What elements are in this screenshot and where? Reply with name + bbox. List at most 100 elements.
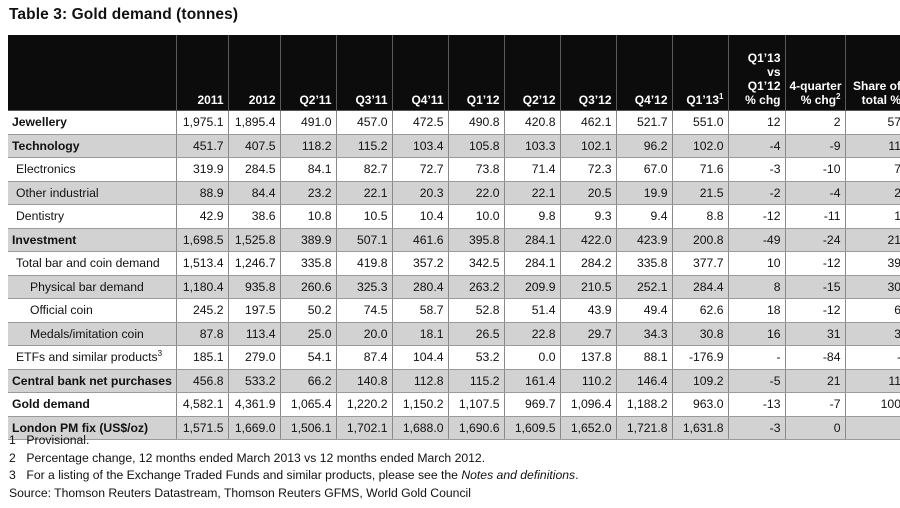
table-row: Medals/imitation coin 87.8 113.4 25.0 20.0 18… [8, 322, 900, 346]
table-cell: 963.0 [672, 392, 729, 417]
table-cell: 533.2 [228, 369, 281, 393]
row-label: Electronics [8, 157, 177, 182]
table-cell: 9.8 [504, 204, 561, 229]
table-cell: 451.7 [176, 134, 229, 158]
table-cell: 23.2 [280, 181, 337, 205]
table-cell: 19.9 [616, 181, 673, 205]
table-row: Official coin 245.2 197.5 50.2 74.5 58.7 52.8 5… [8, 298, 900, 323]
table-cell: 18.1 [392, 322, 449, 346]
table-row: Gold demand 4,582.1 4,361.9 1,065.4 1,220.2 1… [8, 392, 900, 417]
table-cell: 20.0 [336, 322, 393, 346]
table-cell: 407.5 [228, 134, 281, 158]
table-cell: 84.1 [280, 157, 337, 182]
table-cell: -5 [728, 369, 786, 393]
table-cell: 50.2 [280, 298, 337, 323]
table-row: Dentistry 42.9 38.6 10.8 10.5 10.4 10.0 9.8 9.3 9… [8, 204, 900, 229]
table-cell: 115.2 [336, 134, 393, 158]
table-cell: 54.1 [280, 345, 337, 370]
table-cell: 11 [845, 134, 900, 158]
table-cell: 252.1 [616, 275, 673, 299]
table-cell: -176.9 [672, 345, 729, 370]
col-header: Q4’11 [392, 35, 449, 111]
table-cell: 377.7 [672, 251, 729, 276]
col-header-q1-vs-q1: Q1’13 vs Q1’12 % chg [728, 35, 786, 111]
table-cell: 62.6 [672, 298, 729, 323]
table-cell: 88.1 [616, 345, 673, 370]
table-cell: 969.7 [504, 392, 561, 417]
table-cell: - [728, 345, 786, 370]
table-cell: 342.5 [448, 251, 505, 276]
table-cell: 1,107.5 [448, 392, 505, 417]
row-label: Jewellery [8, 110, 177, 135]
table-cell: 423.9 [616, 228, 673, 252]
table-cell: 30.8 [672, 322, 729, 346]
table-title: Table 3: Gold demand (tonnes) [9, 6, 239, 23]
table-row: Total bar and coin demand 1,513.4 1,246.7 3… [8, 251, 900, 276]
table-cell: 21 [785, 369, 846, 393]
table-cell: 104.4 [392, 345, 449, 370]
table-cell: 209.9 [504, 275, 561, 299]
table-cell: 1,220.2 [336, 392, 393, 417]
table-cell: 279.0 [228, 345, 281, 370]
table-cell: 21 [845, 228, 900, 252]
table-cell: 88.9 [176, 181, 229, 205]
table-cell: 31 [785, 322, 846, 346]
table-cell: 9.3 [560, 204, 617, 229]
footnote-3: 3 For a listing of the Exchange Traded F… [9, 468, 579, 482]
table-cell: 8 [728, 275, 786, 299]
header-label-cell [8, 35, 177, 111]
table-cell: 1,698.5 [176, 228, 229, 252]
table-cell: 490.8 [448, 110, 505, 135]
row-label: Gold demand [8, 392, 177, 417]
table-cell: 551.0 [672, 110, 729, 135]
table-cell: 284.1 [504, 251, 561, 276]
table-cell: -3 [728, 157, 786, 182]
table-cell: 73.8 [448, 157, 505, 182]
row-label: Official coin [8, 298, 177, 323]
source-line: Source: Thomson Reuters Datastream, Thom… [9, 486, 471, 500]
footnote-1: 1 Provisional. [9, 433, 90, 447]
table-cell: 29.7 [560, 322, 617, 346]
table-cell: 260.6 [280, 275, 337, 299]
table-cell: 58.7 [392, 298, 449, 323]
table-cell: - [845, 345, 900, 370]
table-cell: 22.1 [504, 181, 561, 205]
table-cell: 10 [728, 251, 786, 276]
table-cell: -15 [785, 275, 846, 299]
table-cell: 103.4 [392, 134, 449, 158]
table-row: Central bank net purchases 456.8 533.2 66.2… [8, 369, 900, 393]
table-cell: -84 [785, 345, 846, 370]
table-cell: 507.1 [336, 228, 393, 252]
table-cell: 72.3 [560, 157, 617, 182]
table-row: ETFs and similar products3 185.1 279.0 54.1… [8, 345, 900, 370]
table-cell: 21.5 [672, 181, 729, 205]
table-cell: 102.0 [672, 134, 729, 158]
col-header: Q3’12 [560, 35, 617, 111]
table-cell: 1,525.8 [228, 228, 281, 252]
col-header: Q3’11 [336, 35, 393, 111]
table-cell: 284.4 [672, 275, 729, 299]
table-cell: 42.9 [176, 204, 229, 229]
table-cell: 325.3 [336, 275, 393, 299]
table-cell: 6 [845, 298, 900, 323]
table-cell: 8.8 [672, 204, 729, 229]
table-cell: 1,702.1 [336, 416, 393, 440]
col-header-4-quarter: 4-quarter % chg2 [785, 35, 846, 111]
row-label: Physical bar demand [8, 275, 177, 299]
table-cell: 1,631.8 [672, 416, 729, 440]
table-cell: 263.2 [448, 275, 505, 299]
table-cell: 420.8 [504, 110, 561, 135]
table-cell: 140.8 [336, 369, 393, 393]
col-header: 2012 [228, 35, 281, 111]
table-cell: 1,721.8 [616, 416, 673, 440]
table-cell: 10.8 [280, 204, 337, 229]
row-label: Medals/imitation coin [8, 322, 177, 346]
table-cell: 491.0 [280, 110, 337, 135]
table-cell: -12 [785, 251, 846, 276]
table-row: Electronics 319.9 284.5 84.1 82.7 72.7 73.8 71.… [8, 157, 900, 182]
table-cell: 118.2 [280, 134, 337, 158]
table-cell: 3 [845, 322, 900, 346]
table-cell: 10.0 [448, 204, 505, 229]
table-cell: 1,571.5 [176, 416, 229, 440]
table-cell: 7 [845, 157, 900, 182]
